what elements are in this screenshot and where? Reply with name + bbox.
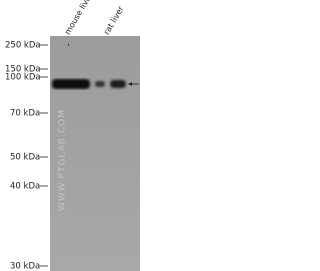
bands xyxy=(52,79,126,89)
lane-label: mouse liver xyxy=(63,0,95,36)
marker-label: 70 kDa xyxy=(10,109,40,119)
marker-label: 150 kDa xyxy=(5,65,41,75)
marker-label: 50 kDa xyxy=(10,153,40,163)
markers: 250 kDa 150 kDa 100 kDa 70 kDa 50 kDa 40… xyxy=(5,41,48,271)
spot xyxy=(68,44,69,46)
lane-label: rat liver xyxy=(102,4,126,36)
band xyxy=(52,79,90,89)
watermark: WWW.PTGLAB.COM xyxy=(58,109,68,211)
marker-label: 250 kDa xyxy=(5,41,41,51)
band xyxy=(110,80,126,88)
band xyxy=(95,81,105,87)
membrane xyxy=(50,36,140,271)
marker-label: 40 kDa xyxy=(10,182,40,192)
marker-label: 100 kDa xyxy=(5,73,41,83)
western-blot: WWW.PTGLAB.COM mouse liver rat liver 250… xyxy=(5,0,140,271)
band-arrow xyxy=(128,82,139,86)
marker-label: 30 kDa xyxy=(10,262,40,271)
